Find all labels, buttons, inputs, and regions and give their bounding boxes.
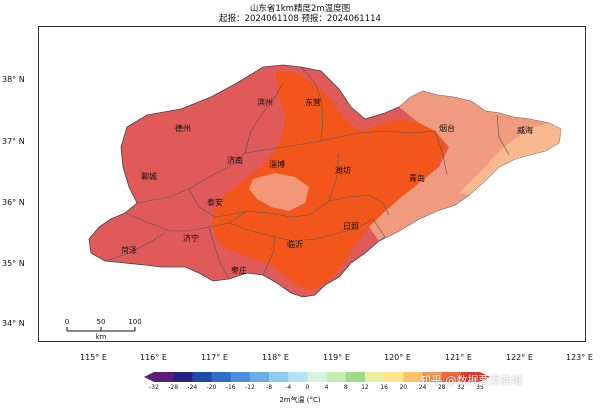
watermark: 知乎 @数据要素商城 [420,374,523,387]
colorbar-max-arrow [480,372,490,382]
city-label-jining: 济宁 [183,233,199,243]
colorbar-title: 2m气温 (°C) [279,396,321,404]
colorbar-cell [326,372,347,382]
city-label-qingdao: 青岛 [409,173,425,183]
lat-tick-34: 34° N [2,319,25,328]
colorbar-tick-label: -20 [206,384,217,391]
lat-tick-36: 36° N [2,198,25,207]
colorbar-tick-label: 24 [418,384,427,391]
colorbar-cell [269,372,289,382]
city-label-dongying: 东营 [305,97,321,107]
colorbar-tick-label: 16 [380,384,388,391]
colorbar-min-arrow [144,372,154,382]
colorbar-tick-label: -28 [168,384,179,391]
colorbar [144,372,490,382]
scale-bar: 0 50 100 km [65,318,142,341]
colorbar-tick-label: 32 [456,384,465,391]
colorbar-tick-label: -12 [244,384,255,391]
city-boundaries [104,66,510,280]
colorbar-cell [441,372,462,382]
colorbar-cell [384,372,404,382]
scale-label-50: 50 [97,318,106,326]
forecast-subtitle: 起报：2024061108 预报：2024061114 [219,14,381,24]
colorbar-cell [288,372,308,382]
colorbar-cell [192,372,212,382]
colorbar-cell [211,372,232,382]
city-label-rizhao: 日照 [343,222,359,231]
city-label-heze: 菏泽 [121,245,137,255]
province-map: 0 50 100 km 滨州 东营 德州 烟台 威海 济南 淄博 潍坊 聊城 青… [65,64,562,341]
lon-tick-116: 116° E [140,353,167,362]
city-label-taian: 泰安 [207,197,223,207]
mountain-cool-patch [249,173,309,211]
coastal-warm-zone [369,91,561,241]
city-labels: 滨州 东营 德州 烟台 威海 济南 淄博 潍坊 聊城 青岛 泰安 日照 济宁 临… [121,97,533,275]
colorbar-cell [345,372,366,382]
colorbar-tick-label: 28 [437,384,446,391]
colorbar-tick-label: -32 [149,384,159,391]
colorbar-tick-label: -4 [285,384,292,391]
colorbar-tick-label: 0 [305,384,310,391]
colorbar-cell [249,372,270,382]
colorbar-cell [460,372,481,382]
colorbar-tick-label: -16 [225,384,236,391]
colorbar-tick-label: 20 [399,384,408,391]
colorbar-cell [307,372,327,382]
colorbar-cell [403,372,423,382]
lon-tick-117: 117° E [201,353,228,362]
colorbar-cell [364,372,385,382]
city-label-weihai: 威海 [517,125,533,135]
scale-unit: km [96,333,107,341]
lon-tick-123: 123° E [566,353,593,362]
lon-tick-121: 121° E [445,353,472,362]
map-frame: 0 50 100 km 滨州 东营 德州 烟台 威海 济南 淄博 潍坊 聊城 青… [38,26,586,342]
city-label-yantai: 烟台 [439,123,455,133]
map-title: 山东省1km精度2m温度图 [249,4,351,14]
colorbar-tick-label: 35 [476,384,484,391]
lat-tick-38: 38° N [2,75,25,84]
city-label-dezhou: 德州 [175,123,191,133]
lat-tick-37: 37° N [2,137,25,146]
scale-label-0: 0 [65,318,69,326]
colorbar-tick-label: 12 [361,384,369,391]
lon-tick-122: 122° E [506,353,533,362]
city-label-binzhou: 滨州 [257,97,273,107]
colorbar-cell [173,372,193,382]
scale-label-100: 100 [128,318,141,326]
colorbar-tick-label: 4 [324,384,329,391]
city-label-linyi: 临沂 [287,239,303,249]
colorbar-cell [154,372,174,382]
colorbar-cell [230,372,251,382]
city-label-liaocheng: 聊城 [141,172,157,181]
colorbar-tick-label: 8 [343,384,348,391]
lon-tick-118: 118° E [262,353,289,362]
lon-tick-120: 120° E [384,353,411,362]
lat-tick-35: 35° N [2,259,25,268]
city-label-jinan: 济南 [227,155,243,165]
city-label-zibo: 淄博 [269,159,285,169]
colorbar-cell [422,372,442,382]
coastal-cool-zone [459,123,561,195]
colorbar-tick-label: -24 [187,384,198,391]
lon-tick-115: 115° E [80,353,107,362]
lon-tick-119: 119° E [323,353,350,362]
colorbar-tick-label: -8 [266,384,273,391]
city-label-weifang: 潍坊 [335,165,351,175]
city-label-zaozhuang: 枣庄 [231,265,247,275]
